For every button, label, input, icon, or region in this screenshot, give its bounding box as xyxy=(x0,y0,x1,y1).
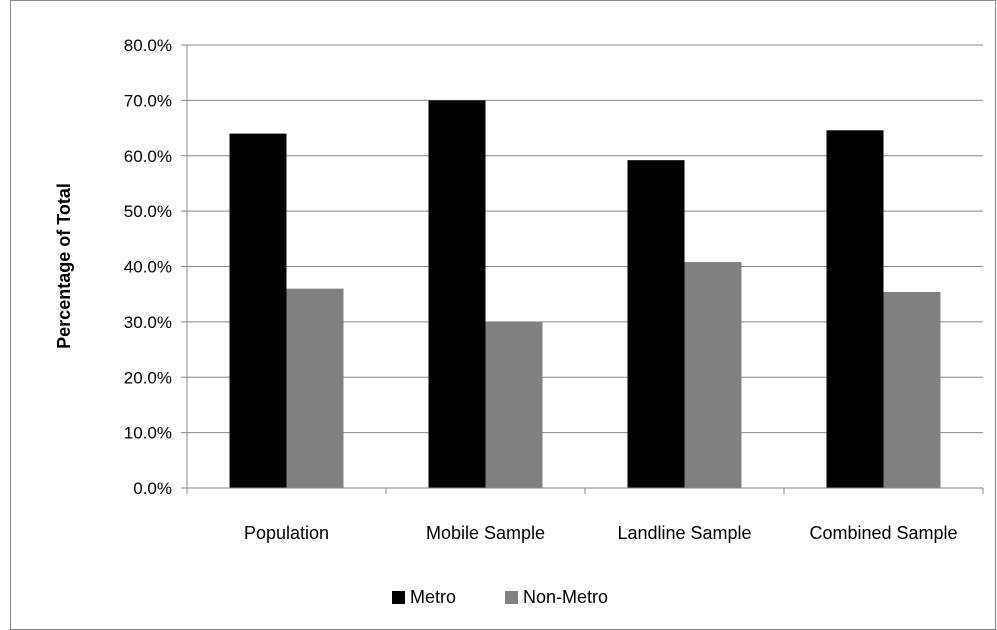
y-tick-label: 30.0% xyxy=(124,313,172,332)
y-tick-label: 0.0% xyxy=(133,479,172,498)
legend-swatch xyxy=(505,591,518,604)
x-category-label: Combined Sample xyxy=(809,523,957,543)
x-category-label: Landline Sample xyxy=(617,523,751,543)
y-tick-label: 40.0% xyxy=(124,258,172,277)
legend-label: Metro xyxy=(410,587,456,607)
axes xyxy=(186,45,984,494)
y-axis-title: Percentage of Total xyxy=(54,183,74,349)
y-tick-label: 50.0% xyxy=(124,202,172,221)
y-tick-label: 20.0% xyxy=(124,368,172,387)
y-tick-labels: 0.0% 10.0% 20.0% 30.0% 40.0% 50.0% 60.0% 70.0% 8… xyxy=(124,36,172,498)
x-category-label: Mobile Sample xyxy=(426,523,545,543)
y-tick-label: 10.0% xyxy=(124,424,172,443)
legend-swatch xyxy=(392,591,405,604)
x-category-labels: Population Mobile Sample Landline Sample Co… xyxy=(244,523,958,543)
bar-metro-population xyxy=(229,133,287,488)
y-tick-label: 70.0% xyxy=(124,91,172,110)
bar-metro-mobile-sample xyxy=(428,100,486,488)
bar-non-metro-population xyxy=(286,288,344,488)
bars xyxy=(229,100,941,488)
legend: Metro Non-Metro xyxy=(392,587,608,607)
bar-non-metro-landline-sample xyxy=(684,262,742,488)
y-tick-label: 80.0% xyxy=(124,36,172,55)
bar-non-metro-combined-sample xyxy=(883,291,941,488)
bar-non-metro-mobile-sample xyxy=(485,321,543,488)
legend-label: Non-Metro xyxy=(523,587,608,607)
x-category-label: Population xyxy=(244,523,329,543)
bar-metro-landline-sample xyxy=(627,160,685,488)
y-tick-label: 60.0% xyxy=(124,147,172,166)
bar-metro-combined-sample xyxy=(826,130,884,488)
